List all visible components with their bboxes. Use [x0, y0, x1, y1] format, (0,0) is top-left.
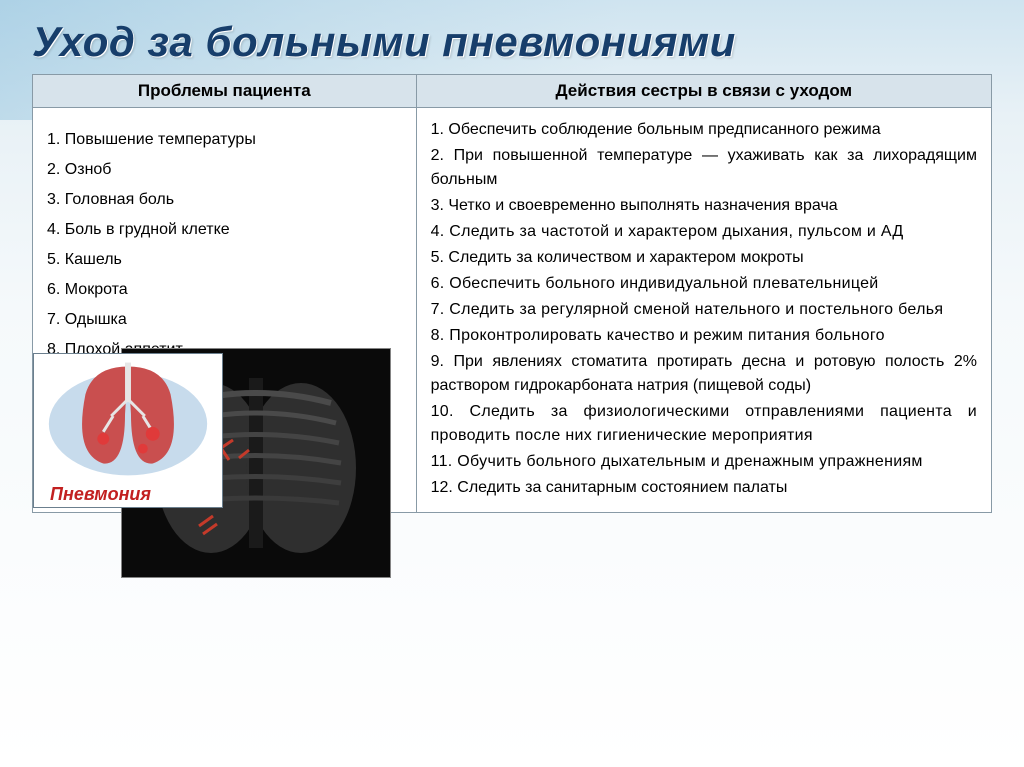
cell-actions: 1. Обеспечить соблюдение больным предпис…: [416, 108, 991, 513]
lungs-anatomy-image: [34, 354, 222, 479]
list-item: 9. При явлениях стоматита протирать десн…: [431, 350, 977, 398]
list-item: 4. Боль в грудной клетке: [47, 218, 402, 242]
list-item: 6. Мокрота: [47, 278, 402, 302]
col-header-actions: Действия сестры в связи с уходом: [416, 75, 991, 108]
list-item: 2. При повышенной температуре — ухаживат…: [431, 144, 977, 192]
list-item: 4. Следить за частотой и характером дыха…: [431, 220, 977, 244]
pneumonia-card: Пневмония: [33, 353, 223, 508]
list-item: 7. Одышка: [47, 308, 402, 332]
list-item: 2. Озноб: [47, 158, 402, 182]
list-item: 6. Обеспечить больного индивидуальной пл…: [431, 272, 977, 296]
list-item: 3. Четко и своевременно выполнять назнач…: [431, 194, 977, 218]
cell-problems: 1. Повышение температуры 2. Озноб 3. Гол…: [33, 108, 417, 513]
list-item: 12. Следить за санитарным состоянием пал…: [431, 476, 977, 500]
list-item: 1. Повышение температуры: [47, 128, 402, 152]
pneumonia-label: Пневмония: [34, 479, 222, 508]
list-item: 5. Кашель: [47, 248, 402, 272]
list-item: 10. Следить за физиологическими отправле…: [431, 400, 977, 448]
list-item: 7. Следить за регулярной сменой нательно…: [431, 298, 977, 322]
care-table: Проблемы пациента Действия сестры в связ…: [32, 74, 992, 513]
list-item: 1. Обеспечить соблюдение больным предпис…: [431, 118, 977, 142]
list-item: 11. Обучить больного дыхательным и дрена…: [431, 450, 977, 474]
slide: Уход за больными пневмониями Проблемы па…: [0, 0, 1024, 513]
page-title: Уход за больными пневмониями: [32, 18, 992, 66]
list-item: 3. Головная боль: [47, 188, 402, 212]
col-header-problems: Проблемы пациента: [33, 75, 417, 108]
actions-list: 1. Обеспечить соблюдение больным предпис…: [431, 118, 977, 500]
list-item: 5. Следить за количеством и характером м…: [431, 246, 977, 270]
list-item: 8. Проконтролировать качество и режим пи…: [431, 324, 977, 348]
